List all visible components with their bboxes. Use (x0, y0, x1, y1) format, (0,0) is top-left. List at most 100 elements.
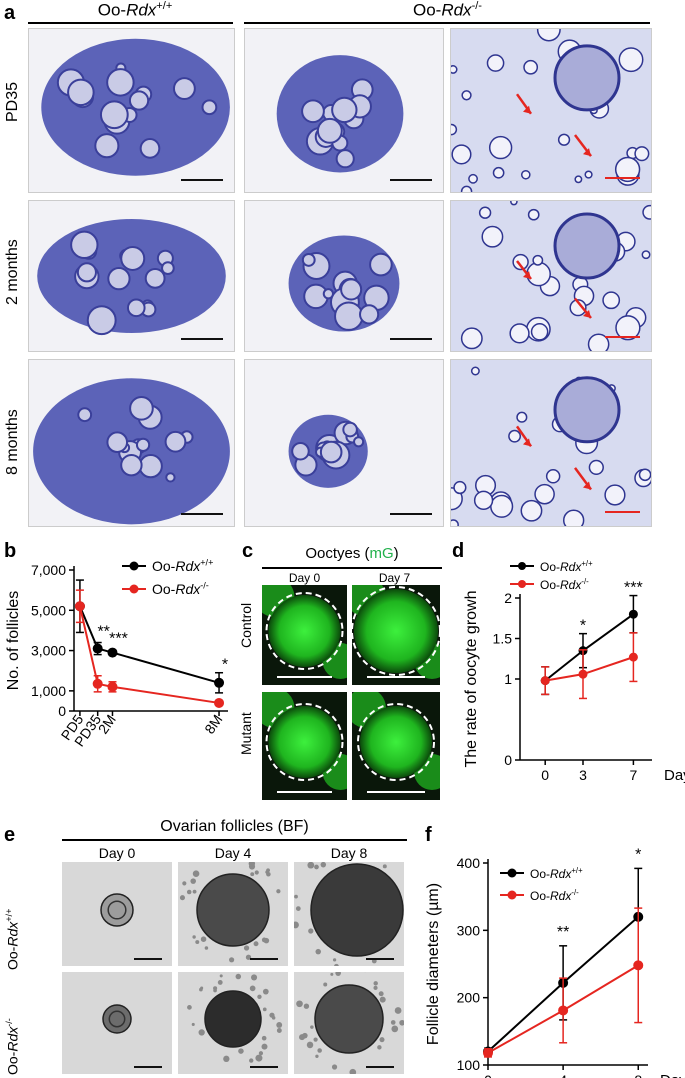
granulosa-cell (294, 921, 299, 929)
panel-a-letter: a (4, 2, 16, 24)
scale-bar-red (605, 511, 640, 513)
legend-0-marker (507, 868, 517, 878)
follicle (359, 304, 380, 325)
significance-mark: * (580, 617, 586, 634)
histology-tile-r1-c2 (450, 200, 652, 352)
follicle (126, 298, 146, 318)
significance-mark: ** (97, 623, 109, 640)
granulosa-cell (314, 864, 319, 870)
granulosa-cell (390, 1020, 396, 1025)
oocyte (268, 595, 341, 667)
scale-bar (134, 1066, 162, 1068)
granulosa-cell (235, 973, 242, 980)
follicle (615, 315, 641, 341)
follicle (86, 305, 117, 336)
scale-bar (181, 513, 223, 515)
panel-c-title: Ooctyes (mG) (305, 545, 399, 562)
follicle (520, 169, 531, 180)
follicle (353, 436, 365, 448)
series-1-point (107, 681, 118, 692)
follicle (340, 278, 363, 301)
panel-f-letter: f (425, 824, 432, 846)
follicle (106, 431, 129, 454)
large-follicle (553, 44, 621, 112)
x-axis-label: Day (660, 1072, 685, 1078)
oocyte (354, 589, 438, 673)
granulosa-cell (379, 1037, 385, 1043)
granulosa-cell (379, 996, 386, 1003)
follicle (135, 437, 151, 452)
scale-bar (390, 513, 432, 515)
scale-bar (134, 958, 162, 960)
series-1-point (74, 601, 85, 612)
granulosa-cell (195, 940, 200, 945)
scale-bar-white (277, 791, 332, 793)
granulosa-cell (261, 1035, 267, 1041)
granulosa-cell (254, 870, 259, 875)
granulosa-cell (204, 946, 209, 950)
large-follicle (553, 376, 621, 444)
y-tick-label: 400 (457, 855, 481, 871)
follicle (342, 421, 358, 438)
granulosa-cell (373, 985, 378, 990)
legend-1-label: Oo-Rdx-/- (152, 580, 209, 597)
histology-tile-r1-c0 (28, 200, 235, 352)
follicle (310, 863, 404, 957)
panel-e-row-control: Oo-Rdx+/+ (4, 908, 21, 970)
granulosa-cell (249, 1058, 254, 1063)
oocyte-tile-r0-c0 (262, 585, 347, 685)
oocyte-image (352, 585, 440, 679)
follicle (641, 250, 651, 260)
oocyte (360, 706, 432, 778)
oocyte-image (352, 692, 440, 790)
series-1-point (540, 676, 550, 686)
series-1-point (633, 960, 644, 971)
follicle (196, 873, 270, 947)
granulosa-cell (271, 1016, 276, 1020)
legend-1-label: Oo-Rdx-/- (540, 577, 589, 592)
scale-bar (390, 338, 432, 340)
follicle (587, 333, 610, 351)
oocyte-outline (265, 703, 344, 781)
oocyte-tile-r0-c1 (352, 585, 440, 685)
granulosa-cell (245, 954, 252, 960)
follicle (508, 429, 522, 443)
series-0-point (92, 643, 103, 654)
series-1-point (92, 678, 103, 689)
granulosa-cell (276, 889, 281, 894)
x-tick-label: 3 (579, 767, 587, 783)
follicle-tile-r1-c1 (178, 972, 288, 1074)
follicle (536, 29, 561, 42)
follicle (301, 99, 325, 124)
granulosa-cell (315, 1054, 319, 1058)
follicle (526, 261, 551, 287)
y-axis-label: The rate of oocyte growh (463, 591, 480, 768)
follicle (478, 206, 492, 219)
legend-0-marker (129, 561, 139, 571)
panel-e-line (62, 839, 407, 841)
oocyte-tile-r1-c0 (262, 692, 347, 800)
legend-0-marker (518, 562, 526, 570)
granulosa-cell (313, 1037, 318, 1042)
x-tick-label: 0 (484, 1072, 492, 1078)
x-tick-label: 0 (541, 767, 549, 783)
granulosa-cell (258, 1051, 264, 1056)
histology-tile-r0-c2 (450, 28, 652, 193)
follicle (100, 893, 134, 927)
follicle (172, 77, 196, 100)
legend-1-marker (518, 580, 526, 588)
series-1-point (558, 1005, 569, 1016)
follicle (369, 252, 393, 277)
oocyte-image (262, 585, 347, 679)
y-tick-label: 7,000 (31, 562, 66, 578)
granulosa-cell (217, 979, 223, 985)
follicle (314, 984, 384, 1054)
follicle (335, 149, 355, 169)
follicle (164, 430, 187, 453)
follicle (642, 204, 651, 220)
granulosa-cell (320, 862, 327, 868)
scale-bar (366, 958, 394, 960)
follicle (453, 480, 467, 495)
follicle (468, 173, 478, 184)
